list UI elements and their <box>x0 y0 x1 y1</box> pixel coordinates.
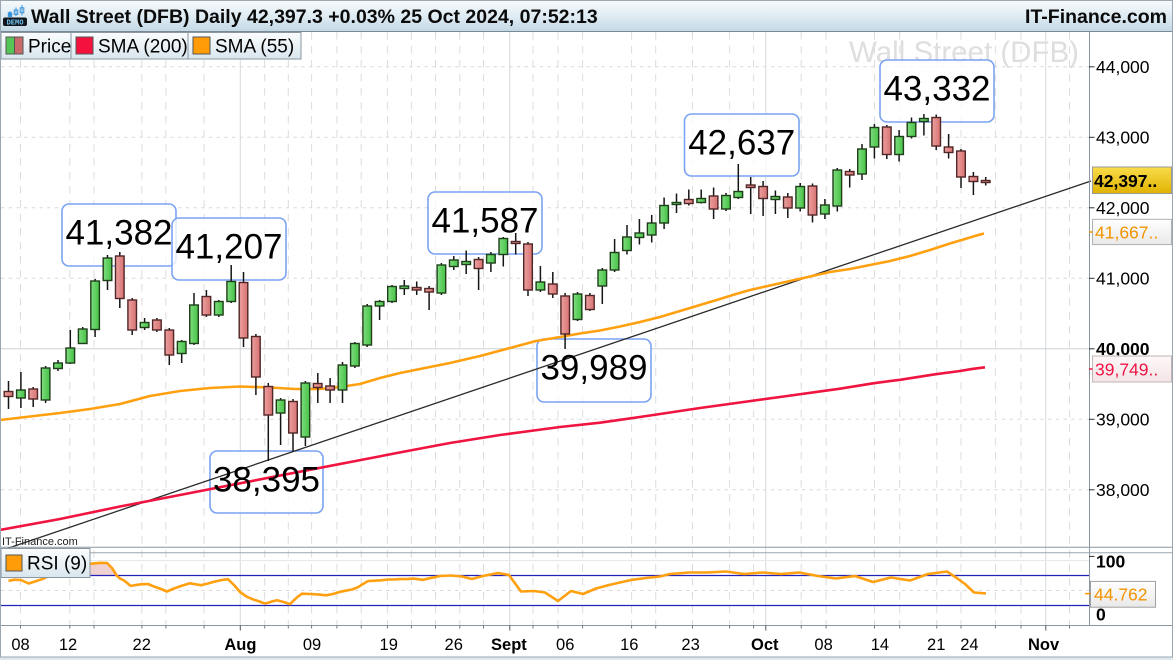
svg-text:100: 100 <box>1096 552 1125 572</box>
svg-text:24: 24 <box>960 636 978 654</box>
svg-text:38,395: 38,395 <box>213 461 320 500</box>
svg-text:40,000: 40,000 <box>1096 339 1150 359</box>
svg-text:38,000: 38,000 <box>1096 480 1150 500</box>
svg-text:39,000: 39,000 <box>1096 409 1150 429</box>
svg-text:DEMO: DEMO <box>7 19 24 27</box>
svg-text:22: 22 <box>133 636 151 654</box>
svg-text:39,749..: 39,749.. <box>1095 360 1158 380</box>
svg-text:08: 08 <box>11 636 29 654</box>
svg-text:44,000: 44,000 <box>1096 57 1150 77</box>
svg-text:IT-Finance.com: IT-Finance.com <box>1025 6 1167 28</box>
svg-text:23: 23 <box>681 636 699 654</box>
svg-text:39,989: 39,989 <box>540 349 647 388</box>
svg-text:41,587: 41,587 <box>431 202 538 241</box>
svg-text:06: 06 <box>556 636 574 654</box>
svg-text:09: 09 <box>303 636 321 654</box>
svg-text:21: 21 <box>927 636 945 654</box>
svg-text:IT-Finance.com: IT-Finance.com <box>2 536 78 548</box>
svg-text:SMA (55): SMA (55) <box>215 37 294 58</box>
svg-text:SMA (200): SMA (200) <box>98 37 188 58</box>
svg-text:Sept: Sept <box>491 636 527 654</box>
svg-text:42,000: 42,000 <box>1096 198 1150 218</box>
svg-text:0: 0 <box>1096 605 1106 625</box>
svg-text:08: 08 <box>814 636 832 654</box>
svg-text:Aug: Aug <box>224 636 256 654</box>
svg-text:43,332: 43,332 <box>883 70 990 109</box>
svg-text:26: 26 <box>445 636 463 654</box>
svg-text:14: 14 <box>871 636 889 654</box>
svg-text:16: 16 <box>620 636 638 654</box>
svg-text:41,000: 41,000 <box>1096 268 1150 288</box>
svg-text:Wall Street (DFB) Daily 42,397: Wall Street (DFB) Daily 42,397.3 +0.03% … <box>31 6 598 28</box>
svg-text:44.762: 44.762 <box>1094 585 1148 605</box>
svg-text:Nov: Nov <box>1028 636 1060 654</box>
svg-text:19: 19 <box>380 636 398 654</box>
svg-text:42,637: 42,637 <box>688 124 795 163</box>
svg-text:43,000: 43,000 <box>1096 127 1150 147</box>
svg-text:42,397..: 42,397.. <box>1094 171 1157 191</box>
svg-text:Price: Price <box>28 37 71 58</box>
svg-text:41,207: 41,207 <box>175 228 282 267</box>
svg-text:12: 12 <box>59 636 77 654</box>
svg-text:41,382: 41,382 <box>65 214 172 253</box>
svg-text:41,667..: 41,667.. <box>1095 223 1158 243</box>
svg-text:Oct: Oct <box>751 636 779 654</box>
svg-text:RSI (9): RSI (9) <box>27 554 87 575</box>
